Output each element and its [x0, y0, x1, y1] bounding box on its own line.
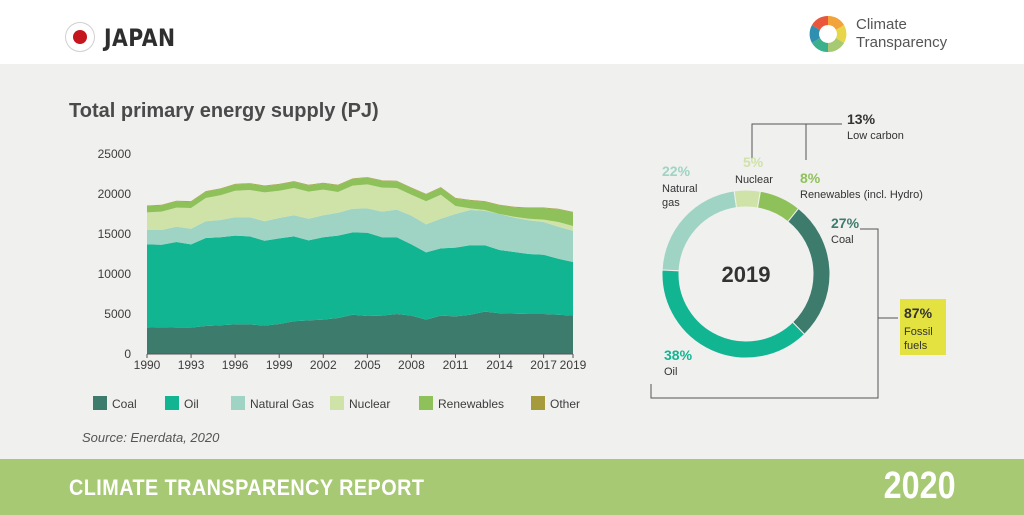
- fossil-fuels-pct: 87%: [904, 305, 933, 321]
- chart-legend: Coal Oil Natural Gas Nuclear Renewables Other: [93, 396, 580, 411]
- logo-text: Climate Transparency: [856, 16, 947, 52]
- donut-callouts: 13% Low carbon 22% Natural gas 5% Nuclear 8% Ren…: [650, 111, 946, 399]
- natural-gas-label: gas: [662, 197, 680, 209]
- chart-title: Total primary energy supply (PJ): [69, 100, 379, 122]
- legend-swatch-renewables: [419, 396, 433, 410]
- legend-label: Oil: [184, 397, 199, 411]
- x-tick-label: 2011: [443, 358, 469, 372]
- footer-bar: CLIMATE TRANSPARENCY REPORT 2020: [0, 459, 1024, 515]
- fossil-fuels-highlight: [900, 299, 946, 355]
- legend-label: Natural Gas: [250, 397, 314, 411]
- x-tick-label: 2017: [530, 358, 557, 372]
- coal-label: Coal: [831, 234, 854, 246]
- oil-label: Oil: [664, 366, 677, 378]
- x-tick-label: 2005: [354, 358, 381, 372]
- low-carbon-pct: 13%: [847, 111, 876, 127]
- logo-line-2: Transparency: [856, 34, 948, 51]
- fossil-fuels-label: fuels: [904, 340, 928, 352]
- report-label: CLIMATE TRANSPARENCY REPORT: [69, 475, 425, 500]
- x-tick-label: 2019: [560, 358, 587, 372]
- legend-swatch-oil: [165, 396, 179, 410]
- report-year: 2020: [884, 465, 956, 507]
- area-series-nuclear: [147, 184, 573, 231]
- natural-gas-pct: 22%: [662, 163, 691, 179]
- legend-label: Coal: [112, 397, 137, 411]
- x-tick-label: 1996: [222, 358, 249, 372]
- renewables-label: Renewables (incl. Hydro): [800, 189, 923, 201]
- donut-slice-oil: [661, 269, 806, 359]
- low-carbon-bracket: [751, 123, 807, 160]
- y-tick-label: 15000: [98, 227, 132, 241]
- nuclear-label: Nuclear: [735, 174, 773, 186]
- donut-center-label: 2019: [722, 262, 771, 287]
- x-tick-label: 1990: [134, 358, 161, 372]
- x-tick-label: 1993: [178, 358, 205, 372]
- header: JAPAN Climate Transparency: [0, 0, 1024, 64]
- x-tick-label: 2008: [398, 358, 425, 372]
- legend-swatch-nuclear: [330, 396, 344, 410]
- nuclear-pct: 5%: [743, 154, 764, 170]
- y-tick-label: 5000: [104, 307, 131, 321]
- low-carbon-label: Low carbon: [847, 130, 904, 142]
- area-series-oil: [147, 232, 573, 328]
- y-tick-label: 10000: [98, 267, 132, 281]
- x-tick-label: 1999: [266, 358, 293, 372]
- legend-swatch-natural-gas: [231, 396, 245, 410]
- coal-pct: 27%: [831, 215, 860, 231]
- climate-transparency-logo-icon: [809, 15, 847, 53]
- legend-swatch-other: [531, 396, 545, 410]
- donut-slice-nuclear: [733, 189, 762, 209]
- y-tick-label: 25000: [98, 147, 132, 161]
- legend-label: Renewables: [438, 397, 504, 411]
- logo-line-1: Climate: [856, 16, 907, 33]
- country-title: JAPAN: [104, 24, 176, 52]
- area-chart-axes: 0 5000 10000 15000 20000 25000 1990 1993 1996 199…: [98, 147, 587, 372]
- area-series-natural-gas: [147, 208, 573, 262]
- y-tick-label: 0: [124, 347, 131, 361]
- natural-gas-label: Natural: [662, 183, 697, 195]
- x-tick-label: 2014: [486, 358, 513, 372]
- area-series-renewables: [147, 177, 573, 226]
- area-series-coal: [147, 311, 573, 354]
- x-tick-label: 2002: [310, 358, 337, 372]
- renewables-pct: 8%: [800, 170, 821, 186]
- oil-pct: 38%: [664, 347, 693, 363]
- legend-label: Other: [550, 397, 580, 411]
- y-tick-label: 20000: [98, 187, 132, 201]
- area-chart: [147, 177, 573, 354]
- japan-flag-icon: [66, 23, 94, 51]
- source-note: Source: Enerdata, 2020: [82, 430, 220, 445]
- donut-slice-coal: [787, 207, 831, 336]
- donut-chart: 2019: [661, 189, 831, 359]
- fossil-fuels-label: Fossil: [904, 326, 933, 338]
- legend-label: Nuclear: [349, 397, 390, 411]
- legend-swatch-coal: [93, 396, 107, 410]
- fossil-fuels-bracket: [650, 228, 879, 399]
